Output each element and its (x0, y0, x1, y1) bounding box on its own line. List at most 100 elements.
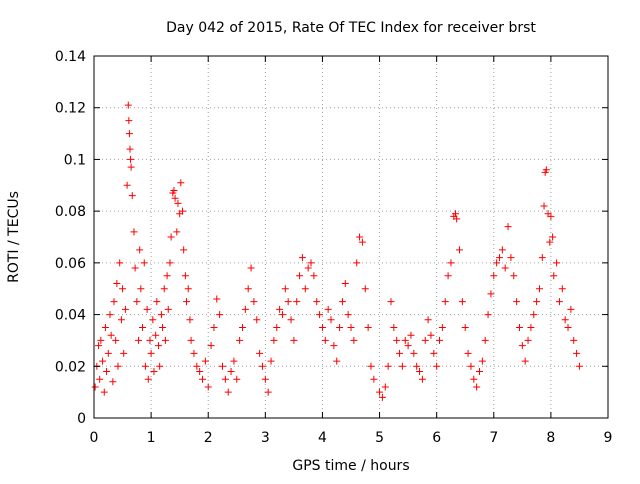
data-point (441, 298, 449, 306)
data-point (261, 375, 269, 383)
plot-frame (93, 55, 609, 419)
ticks-layer (93, 55, 609, 419)
y-axis-title: ROTI / TECUs (6, 191, 22, 283)
data-point (173, 228, 181, 236)
data-point (193, 362, 201, 370)
data-point (210, 324, 218, 331)
data-point (550, 272, 558, 280)
data-point (130, 228, 138, 236)
data-point (140, 259, 148, 267)
data-point (341, 280, 349, 288)
data-point (521, 357, 529, 365)
data-point (404, 342, 412, 350)
data-point (190, 349, 198, 357)
data-point (104, 349, 112, 357)
data-point (181, 272, 189, 280)
data-point (444, 272, 452, 280)
data-point (199, 375, 207, 383)
data-point (490, 272, 498, 280)
data-point (103, 367, 111, 375)
data-point (393, 336, 401, 344)
data-point (436, 336, 444, 344)
data-point (284, 298, 292, 306)
data-point (396, 349, 404, 357)
data-point (456, 246, 464, 254)
data-point (146, 336, 154, 344)
data-point (126, 145, 134, 153)
data-point (273, 324, 281, 331)
data-point (370, 375, 378, 383)
data-point (416, 367, 424, 375)
data-point (316, 311, 324, 319)
data-point (270, 336, 278, 344)
chart-title: Day 042 of 2015, Rate Of TEC Index for r… (166, 20, 536, 36)
data-point (453, 215, 461, 223)
data-point (179, 207, 187, 215)
data-point (507, 254, 515, 262)
data-point (216, 311, 224, 319)
x-tick-label: 8 (546, 430, 555, 446)
data-point (549, 233, 557, 241)
data-point (253, 316, 261, 324)
data-point (575, 362, 583, 370)
data-point (407, 331, 415, 339)
data-point (430, 349, 438, 357)
data-point (150, 367, 158, 375)
data-point (139, 324, 147, 331)
data-point (101, 324, 109, 331)
data-point (535, 285, 543, 293)
data-point (219, 362, 226, 370)
data-point (128, 192, 136, 200)
data-point (116, 259, 124, 267)
data-point (256, 349, 264, 357)
data-point (452, 210, 460, 218)
data-point (171, 194, 179, 202)
data-point (310, 272, 318, 280)
data-point (510, 272, 518, 280)
data-point (133, 298, 141, 306)
data-point (238, 324, 246, 331)
data-point (495, 254, 503, 262)
y-tick-label: 0.1 (64, 152, 86, 168)
data-point (558, 285, 566, 293)
data-point (113, 280, 121, 288)
data-point (540, 202, 548, 210)
data-point (533, 298, 541, 306)
data-point (196, 367, 204, 375)
data-point (555, 298, 563, 306)
data-point (149, 316, 157, 324)
data-point (160, 285, 168, 293)
data-point (224, 388, 232, 396)
data-point (124, 101, 132, 109)
data-point (267, 357, 275, 365)
data-point (293, 298, 301, 306)
data-point (498, 246, 506, 254)
data-point (233, 375, 241, 383)
data-point (177, 179, 185, 187)
data-point (125, 117, 133, 125)
data-point (553, 259, 561, 267)
data-point (156, 362, 164, 370)
data-point (121, 305, 129, 313)
y-tick-label: 0.02 (55, 359, 86, 375)
data-point (120, 349, 128, 357)
data-point (413, 362, 421, 370)
data-point (166, 259, 174, 267)
x-tick-label: 2 (204, 430, 213, 446)
data-point (473, 383, 481, 391)
y-tick-label: 0.04 (55, 308, 86, 324)
data-point (347, 324, 355, 331)
data-point (384, 362, 392, 370)
data-point (410, 349, 418, 357)
data-point (247, 264, 255, 272)
data-point (467, 362, 475, 370)
data-point (143, 305, 151, 313)
x-tick-label: 9 (604, 430, 613, 446)
tick-labels-layer: 0 1 2 3 4 5 6 7 8 9 0 0.02 0.04 0.06 0.08 0.1 0.12 0.14 (55, 49, 613, 446)
data-point (100, 388, 108, 396)
y-tick-label: 0.12 (55, 101, 86, 117)
data-point (427, 331, 435, 339)
data-point (364, 324, 372, 331)
